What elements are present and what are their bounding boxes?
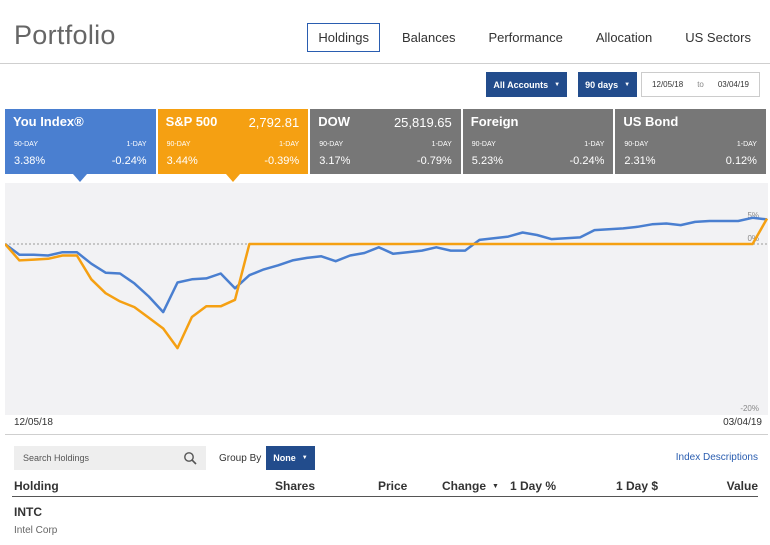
tile-left-label: 90-DAY	[624, 141, 649, 148]
tile-left-value: 3.17%	[319, 155, 351, 167]
y-tick-label: -20%	[740, 404, 759, 413]
group-by-value: None	[273, 453, 296, 463]
tile-you-index[interactable]: You Index® 90-DAY 1-DAY 3.38% -0.24%	[5, 109, 156, 182]
tile-name: US Bond	[623, 114, 679, 129]
page-title: Portfolio	[14, 20, 116, 50]
sort-down-icon[interactable]: ▼	[492, 483, 499, 490]
range-dropdown-label: 90 days	[585, 79, 619, 90]
series-line-sp500	[5, 217, 768, 350]
index-descriptions-link[interactable]: Index Descriptions	[675, 452, 758, 463]
holding-name: Intel Corp	[14, 525, 58, 536]
tile-name: DOW	[318, 114, 350, 129]
column-header-change-label: Change	[442, 479, 487, 493]
search-input[interactable]	[23, 453, 183, 463]
group-by: Group By None ▼	[219, 446, 315, 470]
group-by-dropdown[interactable]: None ▼	[266, 446, 315, 470]
x-end-label: 03/04/19	[723, 417, 762, 428]
tile-left-value: 2.31%	[624, 155, 656, 167]
tile-right-value: 0.12%	[725, 155, 757, 167]
chevron-down-icon: ▼	[624, 81, 631, 88]
tile-value: 25,819.65	[393, 115, 452, 130]
header: Portfolio Holdings Balances Performance …	[0, 0, 770, 64]
chevron-down-icon: ▼	[554, 81, 561, 88]
performance-chart[interactable]: 5% 0% -20%	[5, 183, 768, 415]
date-to-label: to	[697, 80, 704, 89]
tab-balances[interactable]: Balances	[401, 30, 456, 45]
column-header-1day-pct[interactable]: 1 Day %	[510, 479, 557, 493]
accounts-dropdown-label: All Accounts	[493, 79, 549, 90]
tile-right-value: -0.24%	[111, 155, 147, 167]
tile-us-bond[interactable]: US Bond 90-DAY 1-DAY 2.31% 0.12%	[615, 109, 766, 174]
tile-right-value: -0.79%	[416, 155, 452, 167]
column-header-change[interactable]: Change ▼	[442, 479, 499, 493]
tab-performance[interactable]: Performance	[488, 30, 563, 45]
divider	[5, 434, 768, 435]
chevron-down-icon: ▼	[301, 455, 308, 461]
holding-symbol[interactable]: INTC	[14, 505, 42, 519]
end-date[interactable]: 03/04/19	[717, 80, 749, 89]
nav-tabs: Holdings Balances Performance Allocation…	[296, 23, 762, 52]
column-header-shares[interactable]: Shares	[275, 479, 316, 493]
y-tick-label: 5%	[747, 211, 759, 220]
tile-left-value: 3.44%	[166, 155, 198, 167]
tile-left-label: 90-DAY	[166, 141, 191, 148]
tile-right-label: 1-DAY	[279, 141, 300, 148]
tile-left-label: 90-DAY	[319, 141, 344, 148]
tile-left-value: 3.38%	[14, 155, 46, 167]
date-range[interactable]: 12/05/18 to 03/04/19	[641, 72, 760, 97]
series-layer	[5, 216, 768, 350]
search-box[interactable]	[14, 446, 206, 470]
column-header-price[interactable]: Price	[378, 479, 408, 493]
tile-right-label: 1-DAY	[736, 141, 757, 148]
column-header-holding[interactable]: Holding	[14, 479, 59, 493]
y-tick-label: 0%	[747, 234, 759, 243]
tile-foreign[interactable]: Foreign 90-DAY 1-DAY 5.23% -0.24%	[462, 109, 614, 174]
tile-left-value: 5.23%	[471, 155, 503, 167]
tile-name: Foreign	[470, 114, 519, 129]
selected-pointer	[225, 174, 240, 182]
column-header-value[interactable]: Value	[726, 479, 758, 493]
index-tiles: You Index® 90-DAY 1-DAY 3.38% -0.24% S&P…	[5, 109, 766, 182]
accounts-dropdown[interactable]: All Accounts ▼	[486, 72, 568, 97]
start-date[interactable]: 12/05/18	[652, 80, 684, 89]
tile-right-label: 1-DAY	[431, 141, 452, 148]
chart-svg: 5% 0% -20%	[5, 183, 768, 415]
tile-left-label: 90-DAY	[14, 141, 38, 148]
tile-dow[interactable]: DOW 25,819.65 90-DAY 1-DAY 3.17% -0.79%	[310, 109, 461, 174]
tile-right-value: -0.24%	[569, 155, 605, 167]
tile-value: 2,792.81	[248, 115, 300, 130]
tab-holdings[interactable]: Holdings	[307, 23, 380, 52]
tab-allocation[interactable]: Allocation	[595, 30, 653, 45]
filter-bar: All Accounts ▼ 90 days ▼ 12/05/18 to 03/…	[475, 72, 760, 97]
search-icon[interactable]	[183, 451, 197, 465]
series-line-you-index	[5, 216, 768, 314]
x-start-label: 12/05/18	[14, 417, 53, 428]
selected-pointer	[73, 174, 87, 182]
tile-right-label: 1-DAY	[584, 141, 605, 148]
tile-name: You Index®	[13, 114, 84, 129]
tile-right-label: 1-DAY	[126, 141, 147, 148]
tile-right-value: -0.39%	[264, 155, 300, 167]
group-by-label: Group By	[219, 452, 262, 464]
tile-sp500[interactable]: S&P 500 2,792.81 90-DAY 1-DAY 3.44% -0.3…	[157, 109, 309, 182]
tile-name: S&P 500	[165, 114, 218, 129]
holdings-table-header: Holding Shares Price Change ▼ 1 Day % 1 D…	[12, 478, 758, 497]
range-dropdown[interactable]: 90 days ▼	[578, 72, 638, 97]
tile-left-label: 90-DAY	[471, 141, 496, 148]
column-header-1day-dollar[interactable]: 1 Day $	[616, 479, 659, 493]
tab-us-sectors[interactable]: US Sectors	[685, 30, 751, 45]
chart-background	[5, 183, 768, 415]
